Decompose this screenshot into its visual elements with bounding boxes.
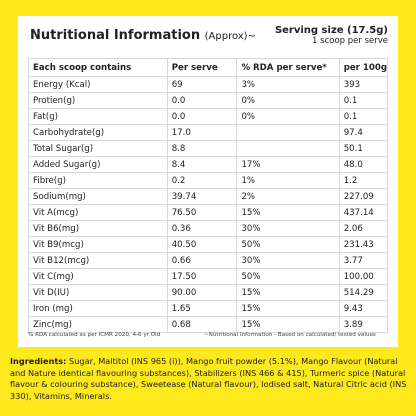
table-row: Vit A(mcg) 76.50 15% 437.14 [28, 204, 389, 221]
ingredients: Ingredients: Sugar, Maltitol (INS 965 (i… [10, 356, 408, 402]
table-cell: 0.68 [166, 316, 238, 333]
serving-size: Serving size (17.5g) [274, 25, 388, 36]
table-cell: 514.29 [338, 284, 389, 301]
table-cell: 0.0 [166, 108, 238, 125]
title-note: (Approx)~ [204, 31, 256, 42]
table-cell: 2.06 [338, 220, 389, 237]
table-cell: Zinc(mg) [28, 316, 168, 333]
table-cell: 100.00 [338, 268, 389, 285]
table-cell: 0.0 [166, 92, 238, 109]
table-row: Vit C(mg) 17.50 50% 100.00 [28, 268, 389, 285]
table-row: Fibre(g) 0.2 1% 1.2 [28, 172, 389, 189]
title: Nutritional Information [30, 28, 201, 43]
table-cell [236, 140, 340, 157]
table-cell: 227.09 [338, 188, 389, 205]
table-cell: 50.1 [338, 140, 389, 157]
table-cell: 50% [236, 268, 340, 285]
table-cell: Fat(g) [28, 108, 168, 125]
table-cell: Vit B9(mcg) [28, 236, 168, 253]
table-cell: 40.50 [166, 236, 238, 253]
table-cell: Iron (mg) [28, 300, 168, 317]
table-row: Iron (mg) 1.65 15% 9.43 [28, 300, 389, 317]
table-cell: 15% [236, 284, 340, 301]
table-row: Zinc(mg) 0.68 15% 3.89 [28, 316, 389, 333]
column-header: per 100g [338, 58, 389, 77]
ingredients-label: Ingredients: [10, 356, 67, 366]
table-cell: Sodium(mg) [28, 188, 168, 205]
table-cell: 48.0 [338, 156, 389, 173]
table-cell: Added Sugar(g) [28, 156, 168, 173]
table-row: Sodium(mg) 39.74 2% 227.09 [28, 188, 389, 205]
table-cell: 3.89 [338, 316, 389, 333]
table-cell: Energy (Kcal) [28, 76, 168, 93]
table-row: Energy (Kcal) 69 3% 393 [28, 76, 389, 93]
table-row: Protien(g) 0.0 0% 0.1 [28, 92, 389, 109]
table-cell: 50% [236, 236, 340, 253]
table-cell: 0.66 [166, 252, 238, 269]
table-cell: 30% [236, 220, 340, 237]
table-row: Vit B6(mg) 0.36 30% 2.06 [28, 220, 389, 237]
nutrition-card: Nutritional Information (Approx)~ Servin… [18, 16, 398, 347]
table-cell: 15% [236, 300, 340, 317]
table-cell: 0.1 [338, 108, 389, 125]
table-cell: 15% [236, 316, 340, 333]
table-cell: 437.14 [338, 204, 389, 221]
table-cell: Vit B6(mg) [28, 220, 168, 237]
table-row: Vit B12(mcg) 0.66 30% 3.77 [28, 252, 389, 269]
table-cell: 3% [236, 76, 340, 93]
header-row: Each scoop contains Per serve% RDA per se… [28, 58, 389, 77]
table-row: Vit B9(mcg) 40.50 50% 231.43 [28, 236, 389, 253]
table-cell: 9.43 [338, 300, 389, 317]
table-cell: Fibre(g) [28, 172, 168, 189]
table-row: Carbohydrate(g) 17.0 97.4 [28, 124, 389, 141]
table-cell: 8.4 [166, 156, 238, 173]
serving-note: 1 scoop per serve [312, 36, 388, 46]
column-header: Per serve [166, 58, 238, 77]
column-header: Each scoop contains [28, 58, 168, 77]
table-cell: 0.1 [338, 92, 389, 109]
table-cell: 76.50 [166, 204, 238, 221]
table-row: Fat(g) 0.0 0% 0.1 [28, 108, 389, 125]
table-cell: 15% [236, 204, 340, 221]
table-cell: 90.00 [166, 284, 238, 301]
table-cell: 97.4 [338, 124, 389, 141]
footnote: ~Nutritional Information - Based on calc… [204, 332, 376, 338]
table-cell: 30% [236, 252, 340, 269]
table-cell: 39.74 [166, 188, 238, 205]
title-block: Nutritional Information (Approx)~ [30, 28, 256, 43]
table-row: Total Sugar(g) 8.8 50.1 [28, 140, 389, 157]
table-cell: 1.2 [338, 172, 389, 189]
table-cell: 2% [236, 188, 340, 205]
table-cell: 0.36 [166, 220, 238, 237]
table-cell: Carbohydrate(g) [28, 124, 168, 141]
table-cell: 393 [338, 76, 389, 93]
table-row: Added Sugar(g) 8.4 17% 48.0 [28, 156, 389, 173]
table-cell: 0.2 [166, 172, 238, 189]
table-cell: 0% [236, 92, 340, 109]
nutrition-table: Each scoop contains Per serve% RDA per se… [28, 58, 389, 333]
table-cell: Vit C(mg) [28, 268, 168, 285]
table-cell: 231.43 [338, 236, 389, 253]
column-header: % RDA per serve* [236, 58, 340, 77]
footnote: % RDA calculated as per ICMR 2020, 4-6 y… [28, 332, 161, 338]
table-cell: 1.65 [166, 300, 238, 317]
table-cell: Vit A(mcg) [28, 204, 168, 221]
table-cell: 1% [236, 172, 340, 189]
ingredients-text: Sugar, Maltitol (INS 965 (i)), Mango fru… [10, 356, 407, 401]
serving-block: Serving size (17.5g) 1 scoop per serve [275, 25, 388, 47]
table-cell: Vit D(IU) [28, 284, 168, 301]
table-cell: 8.8 [166, 140, 238, 157]
table-cell [236, 124, 340, 141]
table-cell: Vit B12(mcg) [28, 252, 168, 269]
table-cell: 17.50 [166, 268, 238, 285]
table-row: Vit D(IU) 90.00 15% 514.29 [28, 284, 389, 301]
table-cell: 17.0 [166, 124, 238, 141]
table-cell: 69 [166, 76, 238, 93]
table-cell: Protien(g) [28, 92, 168, 109]
table-cell: 0% [236, 108, 340, 125]
table-cell: 17% [236, 156, 340, 173]
table-cell: Total Sugar(g) [28, 140, 168, 157]
table-cell: 3.77 [338, 252, 389, 269]
